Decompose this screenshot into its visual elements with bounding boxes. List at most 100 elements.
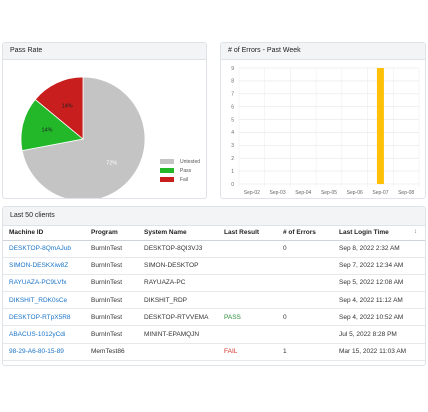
errors-cell: 1: [277, 343, 333, 361]
system-name-cell: DESKTOP-8QI3VJ3: [138, 240, 218, 258]
col-system-name[interactable]: System Name: [138, 226, 218, 241]
x-tick-label: Sep-04: [295, 190, 311, 196]
pass-rate-legend: Untested Pass Fail: [160, 157, 200, 184]
table-header-row: Machine ID Program System Name Last Resu…: [3, 226, 425, 241]
system-name-cell: SIMON-DESKTOP: [138, 257, 218, 275]
x-tick-label: Sep-02: [244, 190, 260, 196]
col-last-result[interactable]: Last Result: [218, 226, 277, 241]
system-name-cell: [138, 343, 218, 361]
y-tick-label: 1: [231, 169, 234, 175]
col-errors[interactable]: # of Errors: [277, 226, 333, 241]
program-cell: BurnInTest: [85, 274, 138, 293]
pie-label-untested: 72%: [106, 161, 117, 167]
y-tick-label: 2: [231, 156, 234, 162]
col-program[interactable]: Program: [85, 226, 138, 241]
last-login-cell: Jul 5, 2022 8:28 PM: [333, 325, 425, 344]
machine-id-link[interactable]: DESKTOP-RTpX5R8: [3, 308, 85, 327]
machine-id-link[interactable]: ABACUS-1012yCdi: [3, 325, 85, 344]
clients-card: Last 50 clients Machine ID Program Syste…: [2, 206, 426, 366]
table-row[interactable]: DESKTOP-8QmAJub BurnInTest DESKTOP-8QI3VJ3…: [3, 240, 425, 258]
x-tick-label: Sep-07: [372, 190, 388, 196]
y-tick-label: 6: [231, 104, 234, 110]
program-cell: BurnInTest: [85, 325, 138, 344]
last-login-cell: Sep 4, 2022 11:12 AM: [333, 291, 425, 310]
errors-cell: [277, 325, 333, 344]
y-tick-label: 8: [231, 79, 234, 85]
x-tick-label: Sep-08: [398, 190, 414, 196]
last-result-cell: FAIL: [218, 343, 277, 361]
pass-rate-title: Pass Rate: [3, 43, 206, 60]
errors-card: # of Errors - Past Week 0 1 2 3 4 5 6 7 8 9 Sep-02…: [220, 42, 426, 199]
bar-sep-07[interactable]: [376, 68, 384, 184]
system-name-cell: DIKSHIT_RDP: [138, 291, 218, 310]
y-tick-label: 3: [231, 143, 234, 149]
table-row[interactable]: ABACUS-1012yCdi BurnInTest MININT-EPAMQJN J…: [3, 325, 425, 344]
last-result-cell: [218, 325, 277, 344]
pass-rate-card: Pass Rate 72% 14% 14% Untested Pass Fail: [2, 42, 207, 199]
col-machine-id[interactable]: Machine ID: [3, 226, 85, 241]
pie-slice-fail[interactable]: [34, 76, 84, 140]
program-cell: BurnInTest: [85, 308, 138, 327]
pie-slice-untested[interactable]: [21, 76, 146, 199]
clients-title: Last 50 clients: [3, 207, 425, 226]
y-tick-label: 0: [231, 182, 234, 188]
last-login-cell: Sep 5, 2022 12:08 AM: [333, 274, 425, 293]
program-cell: BurnInTest: [85, 257, 138, 275]
program-cell: BurnInTest: [85, 291, 138, 310]
table-row[interactable]: 98-29-A6-80-15-89 MemTest86 FAIL 1 Mar 15, 2…: [3, 343, 425, 361]
x-tick-label: Sep-06: [347, 190, 363, 196]
machine-id-link[interactable]: RAYUAZA-PC9LVfx: [3, 274, 85, 293]
errors-cell: [277, 257, 333, 275]
table-row[interactable]: DIKSHIT_RDK0sCe BurnInTest DIKSHIT_RDP Sep …: [3, 291, 425, 310]
table-row[interactable]: SIMON-DESKXiw8Z BurnInTest SIMON-DESKTOP Se…: [3, 257, 425, 275]
last-login-cell: Mar 15, 2022 11:03 AM: [333, 343, 425, 361]
system-name-cell: MININT-EPAMQJN: [138, 325, 218, 344]
last-login-cell: Sep 8, 2022 2:32 AM: [333, 240, 425, 258]
sort-icon[interactable]: ↕: [414, 229, 417, 236]
y-tick-label: 9: [231, 66, 234, 72]
machine-id-link[interactable]: DIKSHIT_RDK0sCe: [3, 291, 85, 310]
machine-id-link[interactable]: 98-29-A6-80-15-89: [3, 343, 85, 361]
legend-swatch-untested: [160, 159, 174, 164]
legend-label-pass: Pass: [180, 167, 192, 174]
errors-bar-chart: 0 1 2 3 4 5 6 7 8 9 Sep-02 Sep-03 Sep-04 Sep-05 Sep-06…: [231, 66, 420, 196]
y-tick-label: 5: [231, 117, 234, 123]
last-result-cell: [218, 291, 277, 310]
legend-swatch-pass: [160, 168, 174, 173]
errors-cell: [277, 291, 333, 310]
y-tick-label: 7: [231, 92, 234, 98]
last-result-cell: [218, 257, 277, 275]
machine-id-link[interactable]: DESKTOP-8QmAJub: [3, 240, 85, 258]
table-row[interactable]: DESKTOP-RTpX5R8 BurnInTest DESKTOP-RTVVEMA…: [3, 308, 425, 327]
errors-cell: 0: [277, 240, 333, 258]
clients-table: Machine ID Program System Name Last Resu…: [3, 226, 425, 361]
x-tick-label: Sep-03: [270, 190, 286, 196]
system-name-cell: DESKTOP-RTVVEMA: [138, 308, 218, 327]
pie-label-fail: 14%: [62, 103, 73, 109]
y-tick-label: 4: [231, 130, 234, 136]
last-login-cell: Sep 4, 2022 10:52 AM: [333, 308, 425, 327]
legend-item-fail[interactable]: Fail: [160, 175, 200, 184]
system-name-cell: RAYUAZA-PC: [138, 274, 218, 293]
errors-title: # of Errors - Past Week: [221, 43, 425, 60]
pie-slice-pass[interactable]: [20, 98, 84, 152]
legend-item-untested[interactable]: Untested: [160, 157, 200, 166]
legend-item-pass[interactable]: Pass: [160, 166, 200, 175]
x-tick-label: Sep-05: [321, 190, 337, 196]
legend-swatch-fail: [160, 177, 174, 182]
program-cell: MemTest86: [85, 343, 138, 361]
errors-cell: 0: [277, 308, 333, 327]
machine-id-link[interactable]: SIMON-DESKXiw8Z: [3, 257, 85, 275]
table-row[interactable]: RAYUAZA-PC9LVfx BurnInTest RAYUAZA-PC Sep 5…: [3, 274, 425, 293]
last-result-cell: PASS: [218, 308, 277, 327]
col-last-login-label: Last Login Time: [339, 229, 389, 237]
errors-cell: [277, 274, 333, 293]
last-result-cell: [218, 274, 277, 293]
last-result-cell: [218, 240, 277, 258]
program-cell: BurnInTest: [85, 240, 138, 258]
pie-label-pass: 14%: [41, 128, 52, 134]
last-login-cell: Sep 7, 2022 12:34 AM: [333, 257, 425, 275]
legend-label-untested: Untested: [180, 158, 201, 165]
pass-rate-pie-chart: 72% 14% 14%: [20, 76, 146, 199]
col-last-login[interactable]: Last Login Time ↕: [333, 226, 425, 241]
